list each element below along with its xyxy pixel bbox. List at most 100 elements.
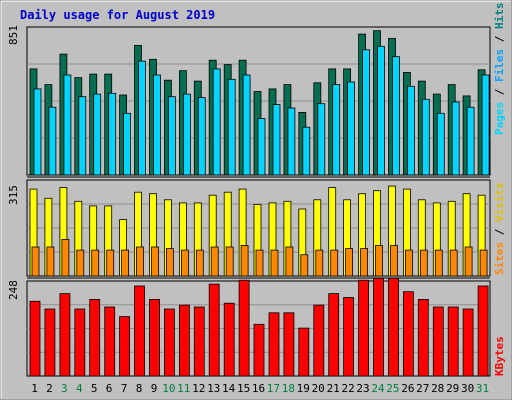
kbytes-bar [44,308,56,377]
day-label: 19 [297,382,310,395]
day-label: 4 [76,382,83,395]
pages-files-hits-legend: Pages / Files / Hits [493,3,506,136]
sites-bar [31,246,40,277]
files-bar [347,81,356,176]
day-label: 13 [207,382,220,395]
files-bar [182,93,191,176]
files-bar [93,93,102,176]
kbytes-bar [283,312,295,377]
kbytes-legend: KBytes [493,336,506,376]
sites-visits-panel [26,179,491,277]
files-bar [242,74,251,176]
top-ymax-label: 851 [7,25,20,45]
sites-bar [285,246,294,277]
sites-bar [165,248,174,277]
day-label: 31 [476,382,489,395]
kbytes-bar [193,306,205,377]
files-bar [421,98,430,176]
sites-bar [419,249,428,277]
sites-bar [330,249,339,277]
day-label: 22 [341,382,354,395]
files-bar [63,74,72,176]
files-bar [406,85,415,176]
kbytes-bar [373,277,384,377]
middle-ymax-label: 315 [7,185,20,205]
kbytes-bar [432,306,444,377]
sites-bar [300,254,309,277]
sites-bar [210,246,219,277]
kbytes-bar [477,285,489,377]
sites-bar [404,249,413,277]
files-bar [33,88,42,176]
kbytes-bar [238,279,250,377]
day-label: 25 [386,382,399,395]
kbytes-bar [298,327,310,377]
files-bar [167,96,176,176]
sites-bar [225,246,234,277]
kbytes-bar [223,302,235,377]
day-label: 9 [151,382,158,395]
legend-pages: Pages [493,102,506,135]
sites-bar [136,246,144,277]
day-label: 30 [461,382,474,395]
day-label: 18 [282,382,295,395]
sites-bar [375,245,383,277]
files-bar [123,112,131,176]
files-bar [317,103,326,176]
svg-text:Sites / Visits: Sites / Visits [493,182,506,275]
files-bar [197,97,206,176]
files-bar [332,84,341,176]
bottom-ymax-label: 248 [7,280,20,300]
files-bar [481,74,490,176]
files-bar [287,107,296,176]
sites-bar [195,249,204,277]
sites-bar [240,245,249,277]
day-label: 12 [192,382,205,395]
kbytes-bar [59,293,71,377]
kbytes-bar [447,306,459,377]
kbytes-bar [89,298,101,377]
files-bar [272,104,281,176]
sites-bar [76,249,85,277]
kbytes-bar [119,316,130,377]
files-bar [392,56,400,176]
day-label: 10 [162,382,175,395]
day-label: 26 [401,382,414,395]
legend-slash-1: / [493,88,506,95]
day-label: 7 [121,382,128,395]
kbytes-bar [163,308,175,377]
files-bar [212,68,221,176]
kbytes-bar [402,291,414,377]
sites-bar [91,249,100,277]
day-label: 1 [31,382,38,395]
sites-bar [180,249,189,277]
sites-bar [315,249,324,277]
files-bar [302,126,311,176]
sites-bar [46,246,55,277]
day-label: 27 [416,382,429,395]
day-label: 16 [252,382,265,395]
day-label: 28 [431,382,444,395]
sites-bar [61,238,70,277]
files-bar [377,45,385,176]
kbytes-bar [149,298,160,377]
day-label: 8 [136,382,143,395]
day-label: 6 [106,382,113,395]
legend-visits: Visits [493,182,506,222]
day-label: 5 [91,382,98,395]
files-bar [78,96,87,176]
day-label: 14 [222,382,236,395]
sites-bar [270,249,279,277]
kbytes-bar [208,283,220,377]
kbytes-bar [328,293,340,377]
legend-sites: Sites [493,242,506,275]
sites-bar [449,249,458,277]
pages-files-panel [26,26,491,176]
day-label: 20 [312,382,325,395]
legend-hits: Hits [493,3,506,30]
sites-bar [121,249,129,277]
day-label: 23 [356,382,369,395]
day-label: 2 [46,382,53,395]
day-labels: 1 2 3 4 5 6 7 8 9 10 11 12 13 14 15 16 17 18 19 20 21 22 23 24 2… [31,382,489,395]
